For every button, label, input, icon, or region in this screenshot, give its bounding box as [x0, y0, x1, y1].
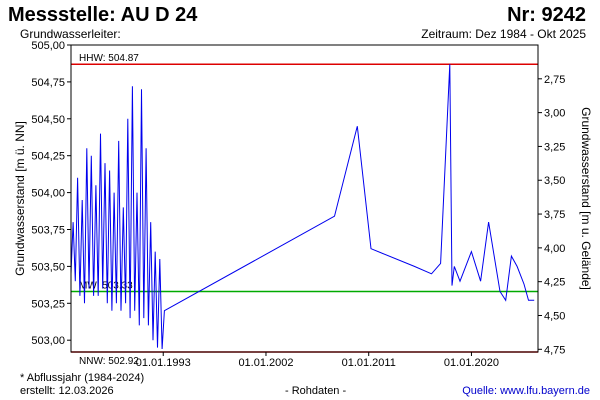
y-tick-label: 504,00 — [31, 188, 65, 200]
y2-axis-label: Grundwasserstand [m u. Gelände] — [579, 107, 593, 290]
y-tick-label: 504,50 — [31, 114, 65, 126]
y2-tick-label: 3,00 — [544, 108, 565, 120]
source-label: Quelle: — [462, 385, 498, 397]
x-tick-label: 01.01.1993 — [136, 357, 191, 369]
left-axis-ticks: 505,00 504,75 504,50 504,25 504,00 503,75 503,… — [31, 40, 71, 347]
reference-label: MW: 503.33 — [79, 280, 133, 291]
y-tick-label: 504,75 — [31, 77, 65, 89]
plot-frame — [70, 44, 539, 353]
station-number: Nr: 9242 — [507, 4, 586, 26]
reference-label: NNW: 502.92 — [79, 356, 139, 367]
y-tick-label: 504,25 — [31, 151, 65, 163]
created-info: erstellt: 12.03.2026 — [20, 385, 114, 397]
y2-tick-label: 4,25 — [544, 277, 565, 289]
y-tick-label: 505,00 — [31, 40, 65, 52]
x-axis-ticks: 01.01.1993 01.01.2002 01.01.2011 01.01.2020 — [136, 352, 499, 369]
y2-tick-label: 2,75 — [544, 74, 565, 86]
y-tick-label: 503,75 — [31, 224, 65, 236]
right-axis-ticks: 2,75 3,00 3,25 3,50 3,75 4,00 4,25 4,50 4,75 — [538, 74, 565, 356]
y2-tick-label: 3,25 — [544, 141, 565, 153]
y2-tick-label: 4,00 — [544, 243, 565, 255]
series-line — [70, 64, 535, 350]
y2-tick-label: 3,50 — [544, 175, 565, 187]
aquifer-label: Grundwasserleiter: — [20, 27, 121, 41]
y-tick-label: 503,25 — [31, 298, 65, 310]
source-link[interactable]: Quelle: www.lfu.bayern.de — [462, 385, 590, 397]
x-tick-label: 01.01.2011 — [342, 357, 396, 369]
x-tick-label: 01.01.2002 — [238, 357, 293, 369]
footnote: * Abflussjahr (1984-2024) — [20, 372, 145, 384]
y-tick-label: 503,00 — [31, 335, 65, 347]
y2-tick-label: 3,75 — [544, 209, 565, 221]
series-layer — [70, 64, 535, 350]
y2-tick-label: 4,75 — [544, 344, 565, 356]
x-tick-label: 01.01.2020 — [444, 357, 499, 369]
page-title: Messstelle: AU D 24 — [8, 4, 198, 26]
created-label: erstellt: — [20, 385, 56, 397]
source-url[interactable]: www.lfu.bayern.de — [500, 385, 590, 397]
y-axis-label: Grundwasserstand [m ü. NN] — [13, 121, 27, 276]
time-range: Zeitraum: Dez 1984 - Okt 2025 — [421, 27, 586, 41]
raw-data-label: - Rohdaten - — [285, 385, 347, 397]
y2-tick-label: 4,50 — [544, 310, 565, 322]
y-tick-label: 503,50 — [31, 261, 65, 273]
created-date: 12.03.2026 — [58, 385, 114, 397]
reference-label: HHW: 504.87 — [79, 53, 139, 64]
